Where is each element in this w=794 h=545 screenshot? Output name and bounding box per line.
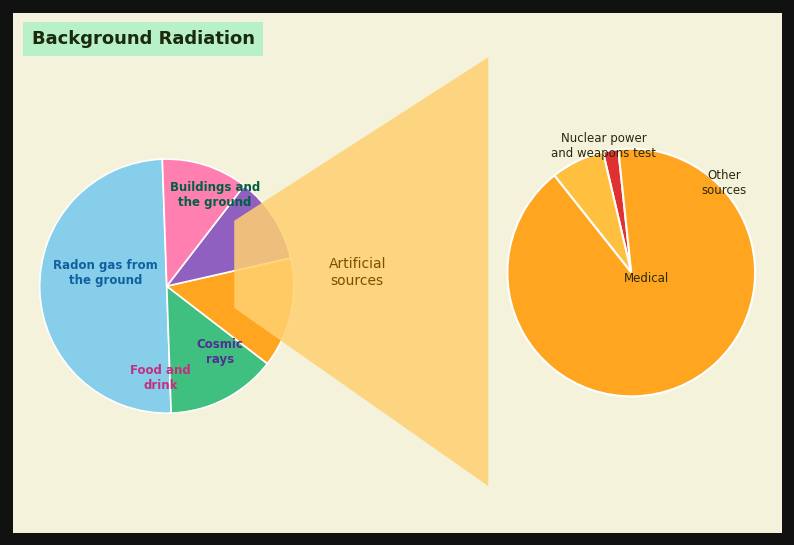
- Wedge shape: [162, 159, 245, 286]
- Wedge shape: [554, 152, 631, 272]
- Text: Background Radiation: Background Radiation: [32, 30, 255, 48]
- Wedge shape: [167, 286, 268, 413]
- Text: Medical: Medical: [623, 272, 669, 285]
- Wedge shape: [167, 185, 291, 286]
- Wedge shape: [507, 149, 755, 396]
- Text: Other
sources: Other sources: [702, 169, 746, 197]
- Text: Artificial
sources: Artificial sources: [329, 257, 386, 288]
- Wedge shape: [40, 159, 172, 413]
- Text: Cosmic
rays: Cosmic rays: [197, 338, 244, 366]
- Text: Nuclear power
and weapons test: Nuclear power and weapons test: [552, 132, 657, 160]
- Text: Buildings and
the ground: Buildings and the ground: [170, 180, 260, 209]
- Text: Radon gas from
the ground: Radon gas from the ground: [53, 259, 158, 287]
- Wedge shape: [167, 258, 294, 364]
- Text: Food and
drink: Food and drink: [130, 364, 191, 392]
- Wedge shape: [603, 149, 631, 272]
